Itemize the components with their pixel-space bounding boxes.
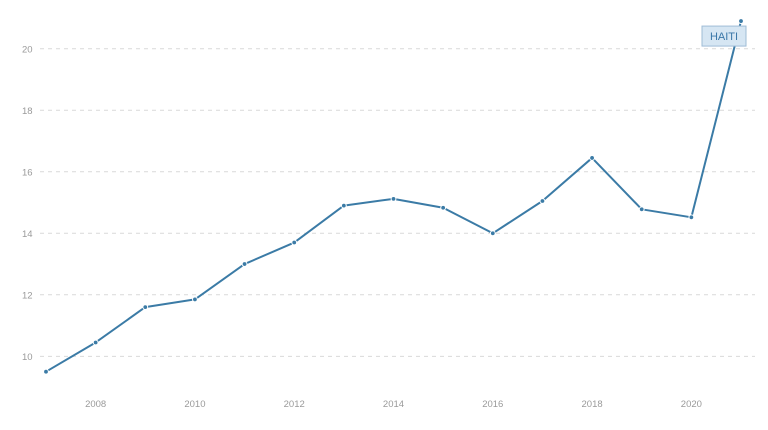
x-axis-ticks: 2008 2010 2012 2014 2016 2018 2020 [85,399,702,410]
y-tick-label: 20 [22,44,33,55]
x-tick-label: 2012 [284,399,305,410]
data-point [142,304,149,311]
y-tick-label: 14 [22,229,33,240]
x-tick-label: 2018 [582,399,603,410]
series-label-text: HAITI [710,31,738,43]
data-point [489,230,496,237]
x-tick-label: 2020 [681,399,702,410]
data-point [539,198,546,204]
data-point [688,214,695,221]
x-tick-label: 2014 [383,399,404,410]
data-point [738,18,744,24]
series-end-label: HAITI [701,25,747,47]
y-tick-label: 18 [22,106,33,117]
y-tick-label: 12 [22,290,33,301]
y-tick-label: 16 [22,167,33,178]
x-tick-label: 2010 [184,399,205,410]
y-tick-label: 10 [22,352,33,363]
y-axis-ticks: 10 12 14 16 18 20 [22,44,33,363]
data-point [192,296,198,303]
data-point [638,206,645,213]
series-label-box [701,25,747,47]
data-point [92,339,99,346]
data-point [589,155,595,161]
x-tick-label: 2016 [482,399,503,410]
gridlines [40,48,755,357]
data-point [43,368,49,375]
data-point [340,202,347,209]
data-point [241,261,248,267]
data-point [440,204,447,211]
x-tick-label: 2008 [85,399,106,410]
data-point [390,195,397,202]
data-point [291,239,298,246]
series-group [43,18,744,375]
